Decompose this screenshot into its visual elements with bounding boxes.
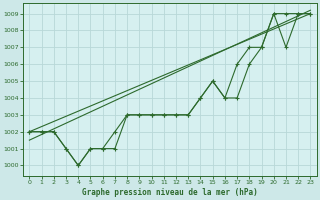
X-axis label: Graphe pression niveau de la mer (hPa): Graphe pression niveau de la mer (hPa) bbox=[82, 188, 258, 197]
